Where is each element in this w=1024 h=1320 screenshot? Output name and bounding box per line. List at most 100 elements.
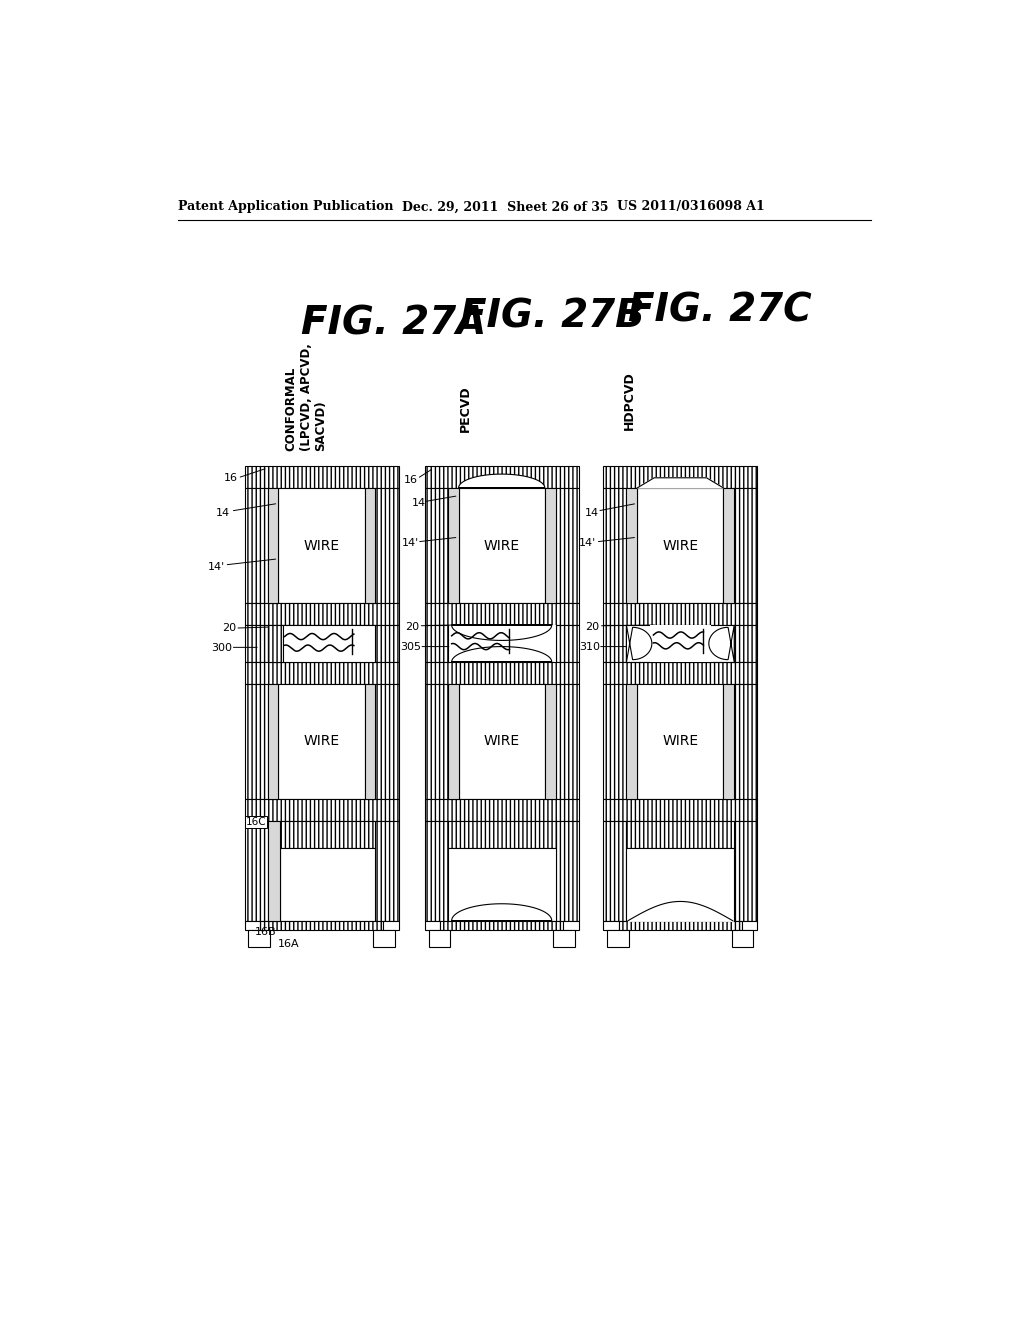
Bar xyxy=(245,799,398,821)
Text: 16: 16 xyxy=(633,638,647,647)
Text: WIRE: WIRE xyxy=(303,734,340,748)
Text: HDPCVD: HDPCVD xyxy=(623,371,636,430)
Bar xyxy=(425,821,447,921)
Bar xyxy=(365,488,376,603)
Bar xyxy=(556,488,579,603)
Bar xyxy=(603,921,618,929)
Bar xyxy=(556,626,579,663)
Text: 20: 20 xyxy=(406,622,420,631)
Bar xyxy=(603,466,758,488)
Bar xyxy=(545,684,556,799)
Text: 16B: 16B xyxy=(255,927,276,937)
Bar xyxy=(627,488,637,603)
Bar xyxy=(452,626,552,663)
Text: WIRE: WIRE xyxy=(663,734,698,748)
Text: 305: 305 xyxy=(400,643,421,652)
Bar xyxy=(245,663,398,684)
Bar xyxy=(556,821,579,921)
Polygon shape xyxy=(459,474,545,488)
Bar xyxy=(376,488,398,603)
Bar xyxy=(260,921,383,929)
Bar xyxy=(383,921,398,929)
Bar xyxy=(425,488,447,603)
Polygon shape xyxy=(709,626,734,663)
Bar xyxy=(734,626,758,663)
Text: 14: 14 xyxy=(585,508,599,517)
Bar xyxy=(267,626,283,663)
Bar xyxy=(245,626,267,663)
Bar xyxy=(553,929,574,946)
Text: FIG. 27B: FIG. 27B xyxy=(460,297,645,335)
Bar xyxy=(365,684,376,799)
Bar xyxy=(459,684,545,799)
Bar xyxy=(556,684,579,799)
Bar xyxy=(425,921,440,929)
Text: 20: 20 xyxy=(586,622,600,631)
Bar xyxy=(447,684,459,799)
Text: 14': 14' xyxy=(402,539,420,548)
Bar xyxy=(440,921,563,929)
Text: Dec. 29, 2011  Sheet 26 of 35: Dec. 29, 2011 Sheet 26 of 35 xyxy=(401,201,608,214)
Text: Patent Application Publication: Patent Application Publication xyxy=(178,201,394,214)
Bar xyxy=(603,799,758,821)
Bar xyxy=(425,799,579,821)
Text: WIRE: WIRE xyxy=(483,734,520,748)
Bar xyxy=(545,488,556,603)
Bar xyxy=(734,821,758,921)
Bar xyxy=(637,488,724,603)
Bar xyxy=(459,488,545,603)
Bar xyxy=(732,929,754,946)
Polygon shape xyxy=(452,647,552,663)
Bar xyxy=(447,488,459,603)
Text: PECVD: PECVD xyxy=(459,385,472,432)
Text: 14: 14 xyxy=(216,508,230,517)
Bar xyxy=(447,821,556,847)
Bar xyxy=(280,847,376,921)
Bar xyxy=(245,821,267,921)
Bar xyxy=(245,603,398,626)
Bar xyxy=(425,603,579,626)
Bar xyxy=(245,466,398,488)
Bar xyxy=(734,488,758,603)
Text: 16: 16 xyxy=(403,475,418,486)
Bar xyxy=(425,663,579,684)
Bar xyxy=(563,921,579,929)
Bar xyxy=(618,921,742,929)
Polygon shape xyxy=(637,478,724,488)
Text: 310: 310 xyxy=(579,643,600,652)
Text: 300: 300 xyxy=(211,643,231,653)
Bar xyxy=(603,663,758,684)
Text: US 2011/0316098 A1: US 2011/0316098 A1 xyxy=(617,201,765,214)
Text: FIG. 27C: FIG. 27C xyxy=(628,292,811,330)
Text: 14: 14 xyxy=(412,499,426,508)
Bar xyxy=(267,488,279,603)
Bar xyxy=(447,626,556,663)
Bar xyxy=(627,684,637,799)
Text: CONFORMAL
(LPCVD, APCVD,
SACVD): CONFORMAL (LPCVD, APCVD, SACVD) xyxy=(285,343,328,451)
Bar xyxy=(603,684,627,799)
Text: 16: 16 xyxy=(223,473,238,483)
Bar xyxy=(724,684,734,799)
Bar xyxy=(245,684,267,799)
Bar xyxy=(376,684,398,799)
Text: WIRE: WIRE xyxy=(663,539,698,553)
Bar xyxy=(279,488,365,603)
Polygon shape xyxy=(627,626,652,663)
Bar xyxy=(245,921,260,929)
Bar xyxy=(245,488,267,603)
Bar xyxy=(603,603,758,626)
Bar xyxy=(425,466,579,488)
Bar xyxy=(724,488,734,603)
Bar xyxy=(603,488,627,603)
Bar xyxy=(267,684,279,799)
Text: 16C: 16C xyxy=(246,817,266,828)
Bar xyxy=(376,821,398,921)
Bar xyxy=(603,626,627,663)
Text: WIRE: WIRE xyxy=(303,539,340,553)
Bar xyxy=(425,684,447,799)
Polygon shape xyxy=(452,626,552,640)
Bar xyxy=(742,921,758,929)
Bar xyxy=(627,847,734,921)
Polygon shape xyxy=(452,904,552,921)
Bar xyxy=(280,821,376,847)
